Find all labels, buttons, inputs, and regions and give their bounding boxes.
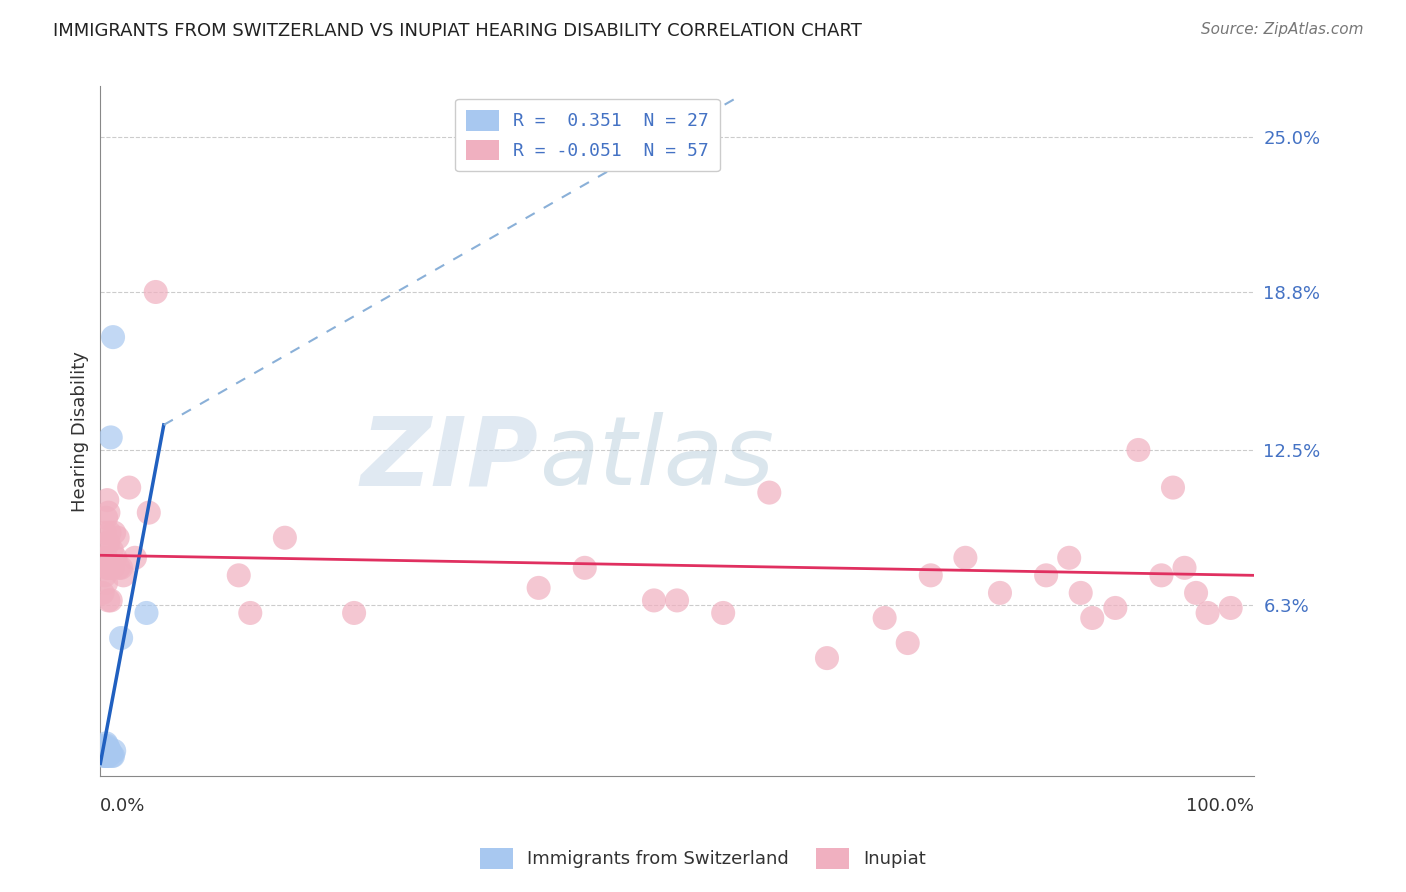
- Point: [98, 561, 121, 575]
- Point: [274, 531, 297, 545]
- Point: [100, 593, 122, 607]
- Point: [1219, 601, 1241, 615]
- Point: [574, 561, 596, 575]
- Point: [91, 744, 114, 758]
- Point: [101, 748, 124, 763]
- Point: [98, 747, 121, 761]
- Point: [93, 556, 115, 570]
- Point: [96, 739, 118, 753]
- Point: [97, 741, 120, 756]
- Text: Source: ZipAtlas.com: Source: ZipAtlas.com: [1201, 22, 1364, 37]
- Point: [1173, 561, 1195, 575]
- Point: [110, 631, 132, 645]
- Point: [1197, 606, 1219, 620]
- Point: [97, 593, 120, 607]
- Point: [97, 748, 120, 763]
- Y-axis label: Hearing Disability: Hearing Disability: [72, 351, 89, 512]
- Point: [97, 535, 120, 549]
- Point: [97, 747, 120, 761]
- Point: [94, 748, 117, 763]
- Point: [101, 330, 124, 344]
- Point: [1081, 611, 1104, 625]
- Text: IMMIGRANTS FROM SWITZERLAND VS INUPIAT HEARING DISABILITY CORRELATION CHART: IMMIGRANTS FROM SWITZERLAND VS INUPIAT H…: [53, 22, 862, 40]
- Point: [988, 586, 1011, 600]
- Point: [94, 747, 117, 761]
- Point: [96, 744, 118, 758]
- Point: [100, 747, 122, 761]
- Point: [1161, 481, 1184, 495]
- Point: [1185, 586, 1208, 600]
- Point: [110, 561, 132, 575]
- Point: [643, 593, 665, 607]
- Point: [1070, 586, 1092, 600]
- Point: [955, 550, 977, 565]
- Legend: Immigrants from Switzerland, Inupiat: Immigrants from Switzerland, Inupiat: [472, 840, 934, 876]
- Point: [94, 748, 117, 763]
- Point: [873, 611, 896, 625]
- Point: [138, 506, 160, 520]
- Point: [758, 485, 780, 500]
- Point: [101, 543, 124, 558]
- Point: [94, 550, 117, 565]
- Point: [100, 430, 122, 444]
- Point: [239, 606, 262, 620]
- Point: [93, 748, 115, 763]
- Point: [94, 744, 117, 758]
- Point: [91, 586, 114, 600]
- Point: [94, 525, 117, 540]
- Point: [124, 550, 146, 565]
- Point: [103, 744, 125, 758]
- Point: [96, 748, 118, 763]
- Point: [104, 550, 127, 565]
- Point: [1057, 550, 1080, 565]
- Point: [118, 481, 141, 495]
- Point: [107, 531, 129, 545]
- Point: [101, 748, 124, 763]
- Point: [94, 510, 117, 524]
- Point: [112, 568, 135, 582]
- Point: [98, 525, 121, 540]
- Point: [96, 493, 118, 508]
- Point: [94, 747, 117, 761]
- Point: [97, 561, 120, 575]
- Point: [96, 561, 118, 575]
- Point: [1104, 601, 1126, 615]
- Point: [920, 568, 942, 582]
- Point: [666, 593, 689, 607]
- Point: [1128, 442, 1150, 457]
- Point: [94, 741, 117, 756]
- Text: 100.0%: 100.0%: [1185, 797, 1254, 814]
- Point: [343, 606, 366, 620]
- Point: [94, 736, 117, 750]
- Legend: R =  0.351  N = 27, R = -0.051  N = 57: R = 0.351 N = 27, R = -0.051 N = 57: [456, 99, 720, 171]
- Point: [711, 606, 734, 620]
- Point: [97, 506, 120, 520]
- Point: [1035, 568, 1057, 582]
- Point: [94, 568, 117, 582]
- Point: [98, 744, 121, 758]
- Text: atlas: atlas: [538, 412, 773, 505]
- Point: [527, 581, 550, 595]
- Point: [815, 651, 838, 665]
- Point: [94, 575, 117, 590]
- Text: ZIP: ZIP: [361, 412, 538, 505]
- Point: [93, 747, 115, 761]
- Text: 0.0%: 0.0%: [100, 797, 146, 814]
- Point: [135, 606, 157, 620]
- Point: [103, 525, 125, 540]
- Point: [897, 636, 920, 650]
- Point: [101, 561, 124, 575]
- Point: [93, 739, 115, 753]
- Point: [1150, 568, 1173, 582]
- Point: [228, 568, 250, 582]
- Point: [107, 561, 129, 575]
- Point: [145, 285, 167, 299]
- Point: [96, 535, 118, 549]
